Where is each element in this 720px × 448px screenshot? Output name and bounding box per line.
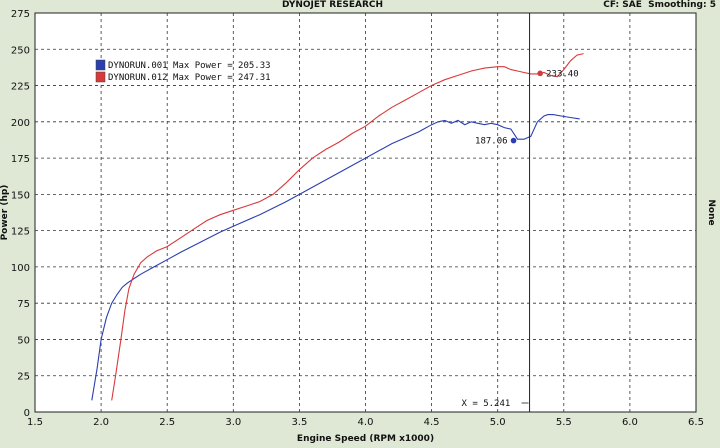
grid [35,13,696,412]
x-tick-label: 3.0 [225,417,241,428]
marker-value-label: 187.06 [475,137,508,147]
marker-value-label: 233.40 [546,69,579,79]
marker-group: 233.40 187.06 [475,69,579,146]
max-power-marker [537,70,543,77]
y-tick-label: 150 [11,190,30,201]
legend: DYNORUN.001 Max Power = 205.33 DYNORUN.01… [95,59,271,83]
chart-title: DYNOJET RESEARCH [282,0,384,10]
cursor-readout: X = 5.241 [462,399,511,409]
legend-entry: DYNORUN.012 Max Power = 247.31 [108,73,271,83]
x-tick-label: 4.0 [358,417,374,428]
right-axis-label: None [706,199,716,225]
x-axis-label: Engine Speed (RPM x1000) [297,434,434,444]
y-tick-label: 100 [11,263,30,274]
y-tick-label: 250 [11,45,30,56]
x-tick-label: 1.5 [27,417,43,428]
y-tick-label: 50 [17,335,30,346]
x-tick-label: 5.5 [556,417,572,428]
x-tick-label: 3.5 [291,417,307,428]
series-group [91,53,584,401]
y-tick-label: 225 [11,82,30,93]
legend-entry: DYNORUN.001 Max Power = 205.33 [108,61,271,71]
y-tick-label: 75 [17,299,30,310]
y-axis-label: Power (hp) [0,185,10,241]
y-tick-label: 275 [11,9,30,20]
max-power-marker [510,137,517,144]
legend-swatch [95,59,106,71]
y-tick-label: 0 [24,408,30,419]
x-tick-label: 2.0 [93,417,109,428]
legend-swatch [95,71,106,83]
cursor-group[interactable]: X = 5.241 [462,13,531,412]
y-tick-label: 175 [11,154,30,165]
series-line-1 [91,114,580,401]
x-tick-label: 6.5 [688,417,704,428]
series-line-2 [111,53,584,401]
x-tick-label: 4.5 [424,417,440,428]
y-tick-label: 125 [11,227,30,238]
y-tick-label: 200 [11,118,30,129]
x-tick-label: 5.0 [490,417,506,428]
x-tick-label: 6.0 [622,417,638,428]
x-tick-label: 2.5 [159,417,175,428]
status-text: CF: SAE Smoothing: 5 [603,0,716,10]
axis-ticks: 1.5 2.0 2.5 3.0 3.5 4.0 4.5 5.0 5.5 6.0 6.5 0 25 50 75… [11,9,704,428]
y-tick-label: 25 [17,372,30,383]
